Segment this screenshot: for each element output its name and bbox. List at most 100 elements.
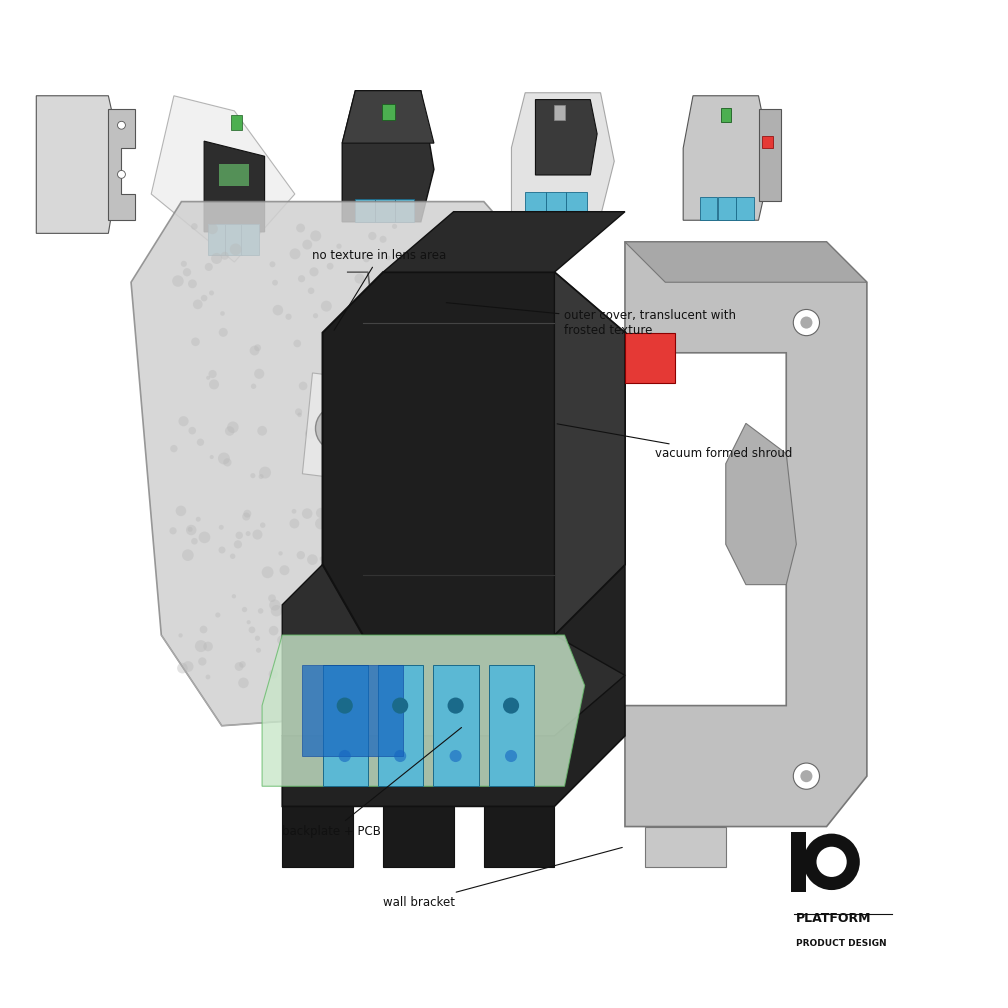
Circle shape bbox=[218, 453, 230, 465]
Circle shape bbox=[401, 644, 407, 649]
Circle shape bbox=[356, 408, 360, 413]
Circle shape bbox=[205, 263, 213, 271]
Circle shape bbox=[277, 635, 286, 645]
Circle shape bbox=[444, 676, 449, 681]
Polygon shape bbox=[208, 225, 226, 255]
Circle shape bbox=[182, 268, 192, 276]
Circle shape bbox=[410, 332, 420, 342]
Circle shape bbox=[502, 654, 509, 660]
Circle shape bbox=[450, 750, 462, 762]
Circle shape bbox=[464, 478, 471, 486]
Circle shape bbox=[510, 223, 520, 233]
Polygon shape bbox=[262, 635, 585, 786]
Circle shape bbox=[461, 336, 467, 342]
Circle shape bbox=[393, 447, 404, 458]
Circle shape bbox=[353, 571, 358, 576]
Circle shape bbox=[471, 585, 476, 590]
Circle shape bbox=[504, 275, 510, 281]
Circle shape bbox=[289, 518, 299, 528]
Text: backplate + PCB: backplate + PCB bbox=[282, 728, 462, 838]
Circle shape bbox=[221, 252, 229, 260]
Circle shape bbox=[349, 310, 358, 320]
Polygon shape bbox=[109, 109, 135, 221]
Circle shape bbox=[490, 470, 499, 479]
Circle shape bbox=[447, 244, 459, 255]
Circle shape bbox=[481, 393, 488, 400]
Circle shape bbox=[394, 750, 406, 762]
Circle shape bbox=[361, 632, 368, 639]
Circle shape bbox=[118, 121, 125, 129]
Circle shape bbox=[225, 426, 235, 435]
Circle shape bbox=[503, 698, 519, 714]
Circle shape bbox=[195, 640, 207, 652]
Circle shape bbox=[374, 550, 384, 560]
Circle shape bbox=[345, 590, 355, 600]
Circle shape bbox=[507, 501, 519, 512]
Circle shape bbox=[362, 570, 368, 577]
Circle shape bbox=[405, 549, 416, 561]
Circle shape bbox=[223, 459, 232, 467]
Polygon shape bbox=[381, 104, 394, 120]
Circle shape bbox=[368, 483, 380, 494]
Circle shape bbox=[296, 224, 305, 233]
Circle shape bbox=[254, 369, 264, 379]
Circle shape bbox=[461, 562, 470, 573]
Circle shape bbox=[259, 467, 271, 479]
Circle shape bbox=[396, 527, 402, 533]
Circle shape bbox=[269, 261, 275, 267]
Circle shape bbox=[310, 231, 322, 242]
Circle shape bbox=[243, 510, 251, 518]
Circle shape bbox=[293, 340, 301, 348]
Circle shape bbox=[306, 674, 319, 686]
Circle shape bbox=[430, 384, 442, 395]
Polygon shape bbox=[566, 193, 587, 216]
Circle shape bbox=[423, 611, 432, 619]
Circle shape bbox=[386, 256, 391, 260]
Circle shape bbox=[258, 608, 263, 614]
Circle shape bbox=[230, 553, 236, 559]
Circle shape bbox=[508, 281, 512, 286]
Circle shape bbox=[251, 384, 256, 389]
Circle shape bbox=[516, 293, 525, 302]
Circle shape bbox=[255, 636, 260, 641]
Circle shape bbox=[400, 598, 407, 605]
Circle shape bbox=[447, 438, 457, 450]
Circle shape bbox=[339, 750, 351, 762]
Circle shape bbox=[239, 661, 246, 667]
Circle shape bbox=[236, 531, 243, 539]
Circle shape bbox=[327, 625, 335, 633]
Circle shape bbox=[439, 665, 446, 671]
Polygon shape bbox=[683, 96, 771, 221]
Circle shape bbox=[204, 642, 213, 651]
Circle shape bbox=[331, 546, 338, 552]
Circle shape bbox=[491, 520, 496, 525]
Circle shape bbox=[421, 433, 428, 440]
Polygon shape bbox=[342, 91, 433, 143]
Circle shape bbox=[398, 535, 406, 543]
Circle shape bbox=[188, 279, 197, 288]
Circle shape bbox=[437, 305, 450, 318]
Circle shape bbox=[289, 248, 300, 259]
Circle shape bbox=[392, 510, 399, 518]
Polygon shape bbox=[726, 423, 796, 585]
Circle shape bbox=[206, 674, 211, 679]
Circle shape bbox=[424, 463, 429, 468]
Circle shape bbox=[501, 512, 505, 516]
Circle shape bbox=[493, 318, 498, 323]
Circle shape bbox=[393, 409, 405, 420]
Circle shape bbox=[421, 418, 426, 423]
Circle shape bbox=[272, 304, 283, 316]
Polygon shape bbox=[489, 665, 534, 786]
Circle shape bbox=[364, 594, 376, 606]
Circle shape bbox=[408, 608, 412, 612]
Circle shape bbox=[197, 438, 205, 446]
Circle shape bbox=[182, 549, 194, 561]
Circle shape bbox=[298, 382, 307, 390]
Polygon shape bbox=[625, 333, 675, 383]
Circle shape bbox=[262, 566, 273, 579]
Text: wall bracket: wall bracket bbox=[383, 848, 622, 908]
Circle shape bbox=[170, 445, 177, 453]
Polygon shape bbox=[762, 136, 773, 148]
Polygon shape bbox=[323, 272, 625, 635]
Circle shape bbox=[305, 672, 311, 679]
